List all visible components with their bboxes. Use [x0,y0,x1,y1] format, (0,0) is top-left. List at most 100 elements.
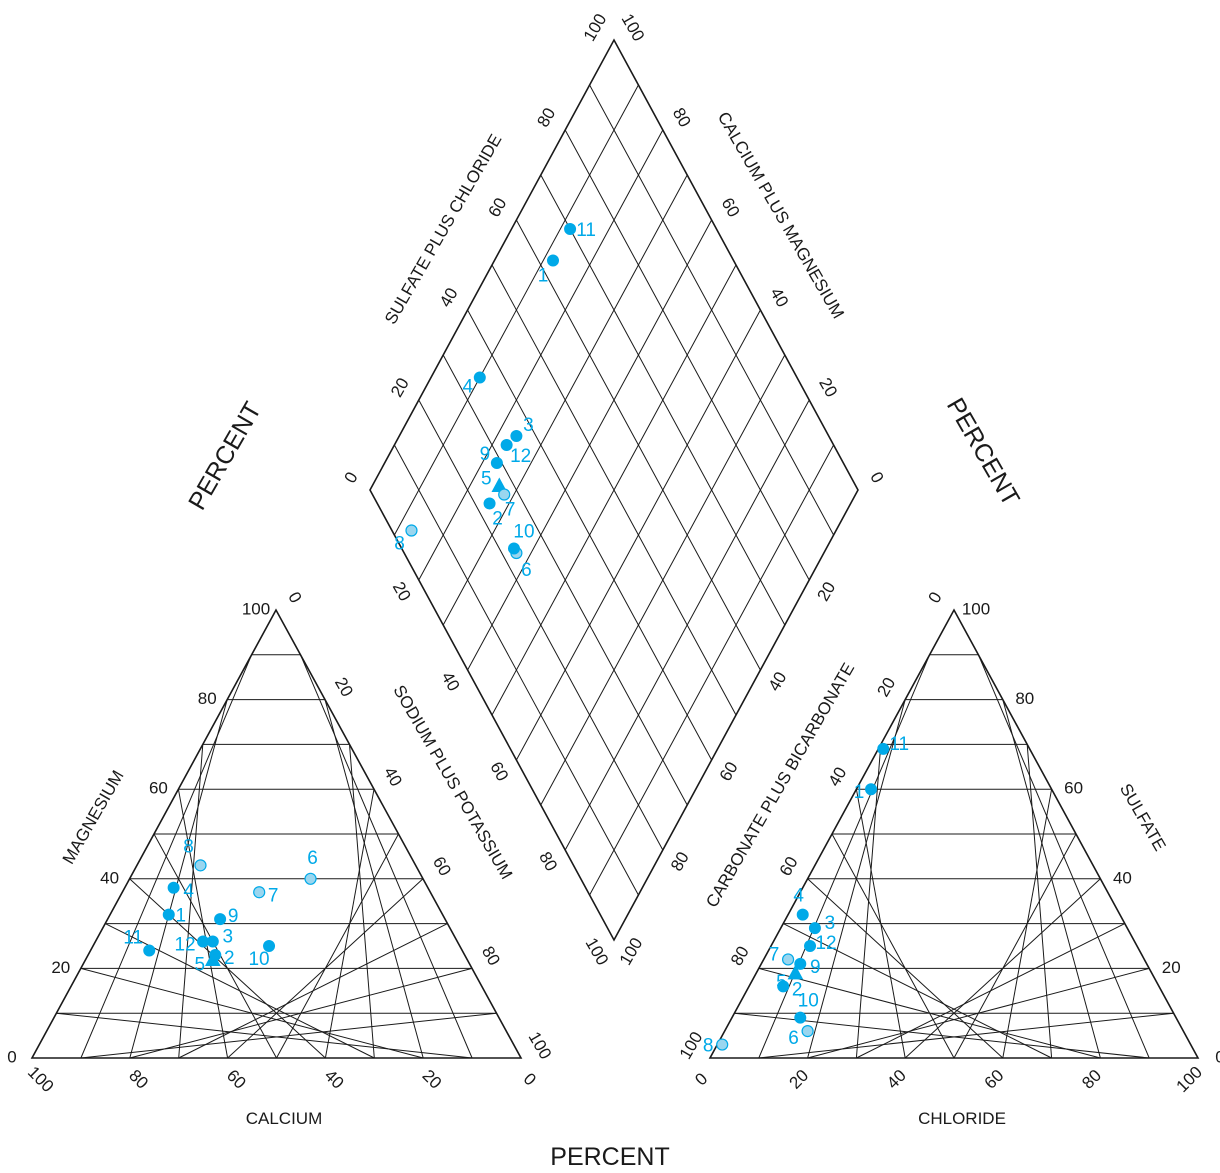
tick-magnesium: 80 [198,689,217,708]
sample-point-3 [510,430,523,442]
axis-label-calcium: CALCIUM [246,1109,323,1128]
tick-carbonate: 60 [776,853,802,879]
tick-chloride: 20 [785,1066,812,1093]
tick-sulfate: 40 [1113,868,1132,887]
tick-magnesium: 40 [100,868,119,887]
sample-point-7 [498,488,511,501]
anion-triangle-grid-b [1026,744,1053,1059]
tick-magnesium: 100 [242,599,270,618]
sample-label-9: 9 [228,906,239,927]
tick-calcium: 0 [520,1069,540,1089]
anion-triangle-grid-b [1002,789,1053,1059]
tick-sulfate: 80 [1015,689,1034,708]
sample-point-12 [197,935,210,948]
sample-label-1: 1 [175,906,186,927]
sample-point-11 [564,223,577,235]
diamond-grid-a [515,219,761,671]
tick-diamond-lower-right: 100 [616,934,647,968]
sample-point-7 [253,886,266,899]
diamond-grid-b [540,354,786,806]
cation-triangle-frame [30,608,523,1059]
tick-sulfate-chloride: 0 [341,469,362,487]
tick-chloride: 40 [883,1066,910,1093]
sample-point-7 [781,953,795,966]
sample-label-7: 7 [268,885,279,906]
cation-triangle-grid-b [349,744,375,1059]
percent-label-right: PERCENT [941,393,1025,510]
tick-diamond-lower-right: 20 [813,579,839,605]
sample-label-11: 11 [123,927,143,948]
sample-point-2 [483,497,496,510]
cation-triangle-grid-a [56,1012,473,1059]
tick-sodium-potassium: 80 [478,943,504,969]
sample-label-12: 12 [510,446,531,467]
sample-label-6: 6 [307,848,318,869]
sample-label-3: 3 [223,927,234,948]
cation-triangle-grid-a [129,878,326,1059]
tick-sodium-potassium: 20 [331,674,357,700]
tick-diamond-lower-left: 20 [389,579,415,605]
sample-point-11 [877,742,890,755]
sample-point-12 [804,940,817,952]
tick-diamond-lower-left: 60 [486,759,512,785]
sample-label-7: 7 [505,500,516,521]
tick-sodium-potassium: 100 [525,1028,556,1062]
sample-point-8 [405,524,418,537]
sample-label-1: 1 [538,266,549,287]
tick-sulfate: 0 [1215,1047,1220,1066]
tick-carbonate: 40 [825,764,851,790]
sample-point-10 [794,1011,807,1024]
tick-sulfate: 100 [962,599,990,618]
sample-point-4 [796,908,809,921]
tick-calcium: 60 [223,1066,250,1093]
sample-label-1: 1 [854,782,865,803]
sample-label-10: 10 [513,522,534,543]
sample-point-5 [787,964,804,980]
tick-calcium-magnesium: 20 [815,375,841,401]
percent-label-left: PERCENT [183,397,267,514]
sample-label-4: 4 [183,881,194,902]
sample-point-6 [801,1025,814,1038]
sample-label-2: 2 [224,948,235,969]
tick-sodium-potassium: 60 [429,853,455,879]
diamond-grid-b [515,309,761,761]
sample-label-11: 11 [576,220,596,241]
tick-sulfate-chloride: 80 [533,105,559,131]
sample-label-6: 6 [521,560,532,581]
percent-label-bottom: PERCENT [550,1143,669,1171]
diamond-grid-b [491,264,737,716]
tick-carbonate: 100 [676,1028,707,1062]
sample-point-1 [865,783,878,796]
tick-diamond-lower-left: 100 [582,934,613,968]
tick-calcium: 20 [419,1066,446,1093]
tick-sulfate-chloride: 20 [387,375,413,401]
sample-label-6: 6 [788,1028,799,1049]
diamond-grid-b [564,399,810,851]
sample-point-8 [716,1038,729,1051]
diamond-grid-a [540,174,786,626]
diamond-grid-b [589,444,835,896]
sample-point-1 [162,908,175,921]
sample-label-9: 9 [810,957,821,978]
tick-carbonate: 80 [727,943,753,969]
tick-sodium-potassium: 0 [284,589,305,607]
tick-calcium: 40 [321,1066,348,1093]
cation-triangle-grid-b [324,789,375,1059]
anion-triangle-grid-b [1002,699,1101,1059]
sample-label-3: 3 [523,415,534,436]
tick-calcium: 100 [24,1063,57,1096]
sample-label-5: 5 [481,469,492,490]
anion-triangle-grid-b [977,654,1150,1059]
sample-point-10 [263,940,276,952]
sample-label-10: 10 [248,949,269,970]
tick-calcium: 80 [125,1066,152,1093]
sample-point-9 [794,957,807,970]
sample-point-8 [194,859,207,872]
cation-triangle-grid-b [300,654,473,1059]
sample-point-11 [143,944,156,957]
anion-triangle-grid-a [782,923,1052,1059]
tick-diamond-lower-right: 60 [716,759,742,785]
sample-label-5: 5 [195,954,206,975]
sample-point-1 [547,254,559,267]
